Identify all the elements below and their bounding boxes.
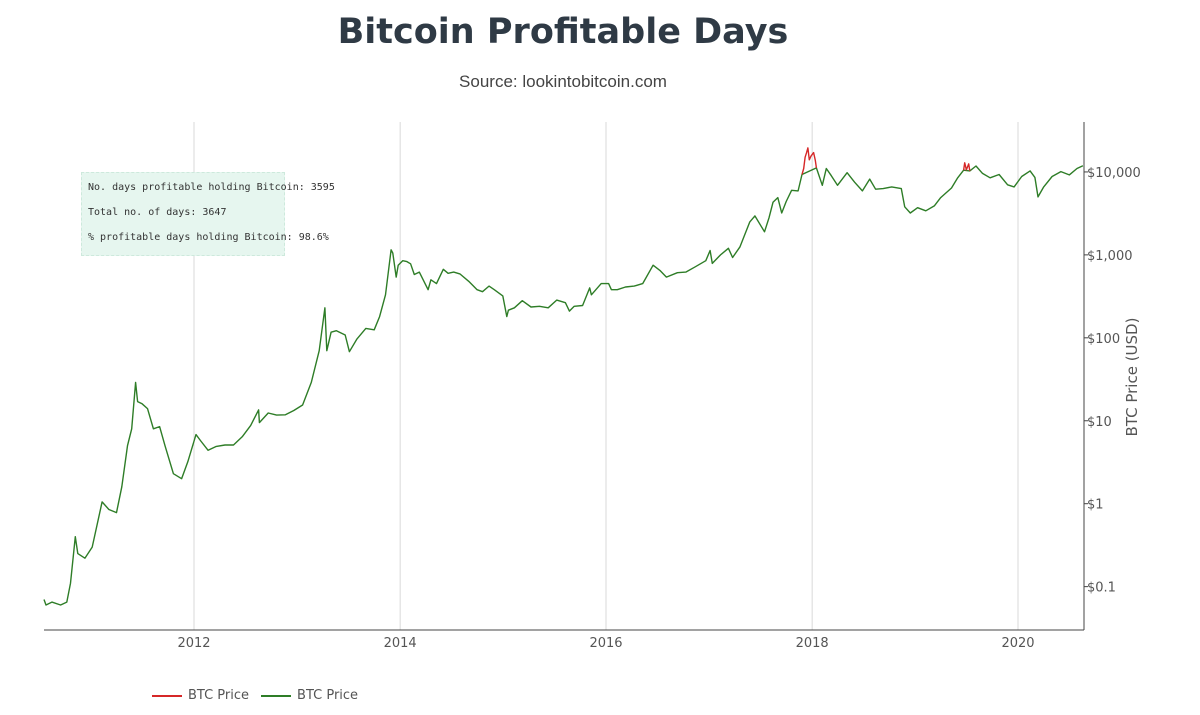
y-tick-label-5: $10,000 xyxy=(1087,166,1141,181)
legend-label-green: BTC Price xyxy=(297,688,359,703)
chart-subtitle: Source: lookintobitcoin.com xyxy=(459,72,667,91)
total-days-text: Total no. of days: 3647 xyxy=(88,207,227,218)
legend: BTC Price BTC Price xyxy=(152,688,370,703)
x-tick-label-2018: 2018 xyxy=(796,636,829,651)
stats-box: No. days profitable holding Bitcoin: 359… xyxy=(81,172,335,256)
series-line-red-1 xyxy=(962,162,971,172)
chart-title: Bitcoin Profitable Days xyxy=(337,12,789,52)
series-line-red-0 xyxy=(801,147,818,175)
profitable-days-text: No. days profitable holding Bitcoin: 359… xyxy=(88,182,335,193)
y-tick-label-1: $1 xyxy=(1087,498,1104,513)
legend-label-red: BTC Price xyxy=(188,688,250,703)
x-tick-label-2020: 2020 xyxy=(1001,636,1034,651)
series-layer xyxy=(43,147,1084,606)
y-tick-label-2: $10 xyxy=(1087,415,1112,430)
grid-lines xyxy=(193,122,1019,630)
y-tick-label-4: $1,000 xyxy=(1087,249,1133,264)
series-line-green xyxy=(43,165,1084,606)
x-axis-ticks: 2012 2014 2016 2018 2020 xyxy=(177,636,1034,651)
legend-swatch-red xyxy=(152,694,182,697)
x-tick-label-2016: 2016 xyxy=(589,636,622,651)
x-tick-label-2014: 2014 xyxy=(384,636,417,651)
y-axis-label: BTC Price (USD) xyxy=(1123,318,1141,437)
percent-profitable-text: % profitable days holding Bitcoin: 98.6% xyxy=(88,232,329,243)
legend-item-green[interactable]: BTC Price xyxy=(261,688,358,703)
y-tick-label-0: $0.1 xyxy=(1087,581,1116,596)
legend-swatch-green xyxy=(261,694,292,697)
y-tick-label-3: $100 xyxy=(1087,332,1120,347)
y-axis-ticks: $0.1 $1 $10 $100 $1,000 $10,000 xyxy=(1084,166,1141,596)
x-tick-label-2012: 2012 xyxy=(177,636,210,651)
legend-item-red[interactable]: BTC Price xyxy=(152,688,249,703)
